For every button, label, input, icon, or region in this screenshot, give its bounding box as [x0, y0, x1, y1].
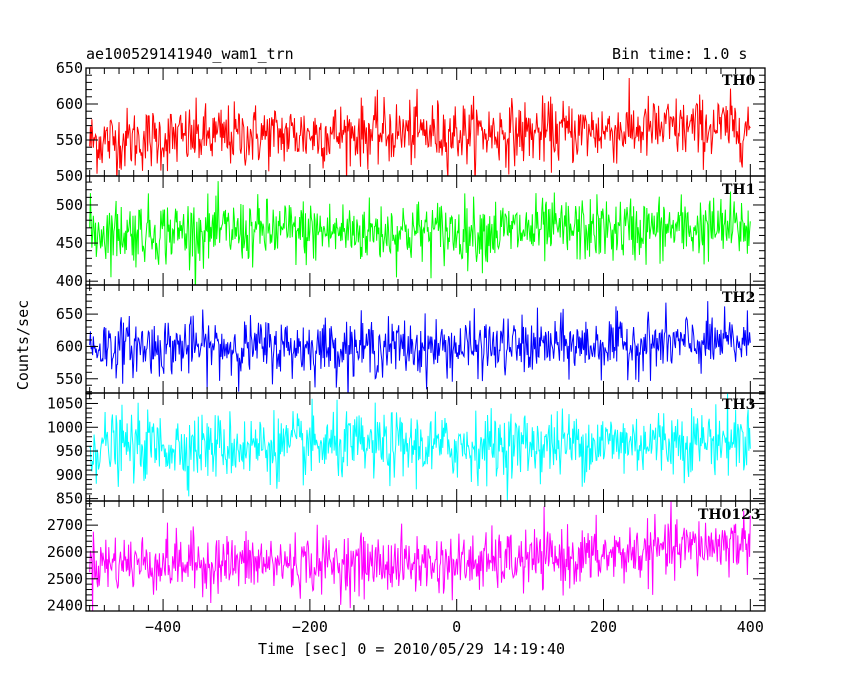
y-tick-label-th0123-2400: 2400 [47, 597, 83, 615]
panel-label-th3: TH3 [722, 397, 756, 413]
y-tick-label-th0-650: 650 [56, 59, 83, 77]
series-line-th2 [89, 301, 751, 393]
chart-title-left: ae100529141940_wam1_trn [86, 45, 294, 63]
x-tick-label--200: −200 [292, 618, 328, 636]
series-line-th0123 [89, 501, 751, 611]
y-tick-label-th0123-2600: 2600 [47, 543, 83, 561]
x-tick-label--400: −400 [145, 618, 181, 636]
panel-frame-th0 [85, 67, 766, 177]
series-line-th3 [89, 393, 751, 501]
y-tick-label-th0-550: 550 [56, 131, 83, 149]
y-axis-label: Counts/sec [14, 299, 32, 391]
y-tick-label-th2-550: 550 [56, 370, 83, 388]
y-tick-label-th3-1050: 1050 [47, 394, 83, 412]
panel-label-th1: TH1 [722, 182, 756, 198]
y-tick-label-th0-600: 600 [56, 95, 83, 113]
y-tick-label-th3-900: 900 [56, 466, 83, 484]
y-tick-label-th0123-2500: 2500 [47, 570, 83, 588]
panel-label-th0: TH0 [722, 73, 756, 89]
y-tick-label-th3-1000: 1000 [47, 418, 83, 436]
x-tick-label-200: 200 [590, 618, 617, 636]
y-tick-label-th1-400: 400 [56, 272, 83, 290]
x-tick-label-400: 400 [737, 618, 764, 636]
panel-label-th0123: TH0123 [698, 507, 761, 523]
y-tick-label-th1-500: 500 [56, 196, 83, 214]
y-tick-label-th1-450: 450 [56, 234, 83, 252]
y-tick-label-th3-950: 950 [56, 442, 83, 460]
series-line-th0 [89, 78, 751, 176]
y-tick-label-th3-850: 850 [56, 490, 83, 508]
y-tick-label-th0123-2700: 2700 [47, 516, 83, 534]
y-tick-label-th2-650: 650 [56, 305, 83, 323]
panel-frame-th0123 [85, 500, 766, 612]
y-tick-label-th2-600: 600 [56, 337, 83, 355]
panel-label-th2: TH2 [722, 290, 756, 306]
x-tick-label-0: 0 [452, 618, 461, 636]
chart-title-right: Bin time: 1.0 s [612, 45, 748, 63]
y-tick-label-th0-500: 500 [56, 167, 83, 185]
x-axis-label: Time [sec] 0 = 2010/05/29 14:19:40 [258, 640, 566, 658]
series-line-th1 [89, 181, 751, 285]
